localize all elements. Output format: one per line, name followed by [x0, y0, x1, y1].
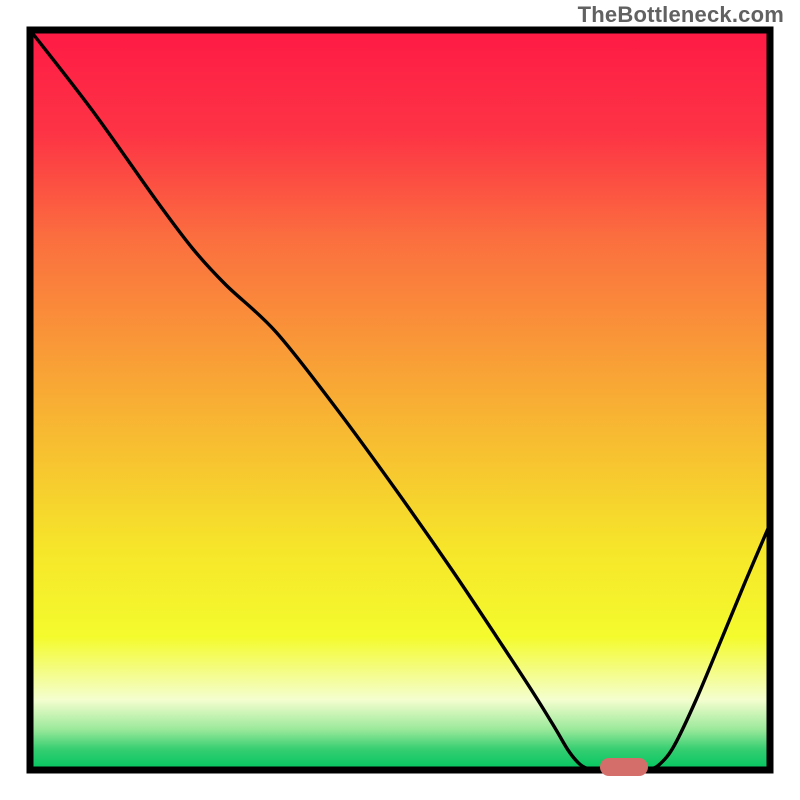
watermark-text: TheBottleneck.com	[578, 2, 784, 28]
optimum-marker	[600, 758, 648, 776]
plot-area	[30, 30, 770, 770]
bottleneck-curve-chart	[0, 0, 800, 800]
chart-stage: TheBottleneck.com	[0, 0, 800, 800]
